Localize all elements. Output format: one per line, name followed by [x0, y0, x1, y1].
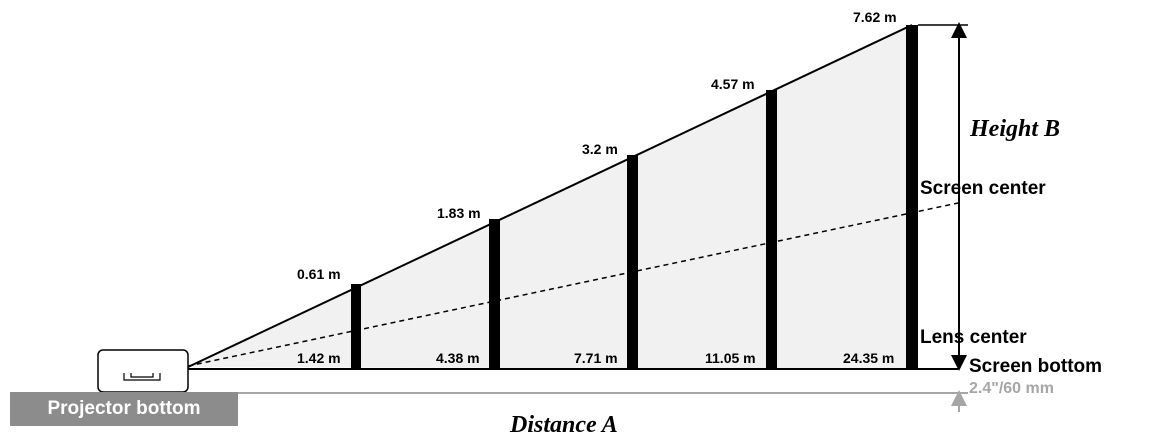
distance-label: 7.71 m	[574, 350, 618, 366]
screen-height-label: 1.83 m	[437, 205, 481, 221]
distance-prefix: Distance	[510, 412, 602, 438]
projector-lens-icon	[123, 373, 161, 381]
screen-bar	[766, 90, 777, 369]
height-b-label: Height B	[970, 116, 1060, 143]
screen-height-label: 3.2 m	[582, 141, 618, 157]
distance-letter: A	[601, 412, 618, 438]
upper-edge-line	[187, 24, 913, 368]
distance-label: 4.38 m	[436, 350, 480, 366]
height-letter: B	[1044, 116, 1061, 142]
distance-a-label: Distance A	[510, 412, 618, 439]
screen-bar	[489, 219, 500, 369]
screen-height-label: 7.62 m	[853, 9, 897, 25]
screen-height-label: 4.57 m	[711, 76, 755, 92]
screen-center-label: Screen center	[920, 178, 1046, 199]
screen-bar	[351, 284, 361, 369]
screen-bar	[627, 155, 638, 369]
projector-bottom-label: Projector bottom	[10, 392, 238, 426]
distance-label: 24.35 m	[843, 350, 895, 366]
distance-label: 11.05 m	[705, 350, 756, 366]
distance-label: 1.42 m	[297, 350, 341, 366]
offset-label: 2.4"/60 mm	[969, 380, 1054, 397]
projector-icon	[97, 349, 189, 393]
lens-center-label: Lens center	[920, 327, 1027, 348]
screen-bottom-label: Screen bottom	[969, 356, 1103, 377]
height-prefix: Height	[970, 116, 1045, 142]
screen-bar	[906, 25, 918, 369]
screen-height-label: 0.61 m	[297, 266, 341, 282]
